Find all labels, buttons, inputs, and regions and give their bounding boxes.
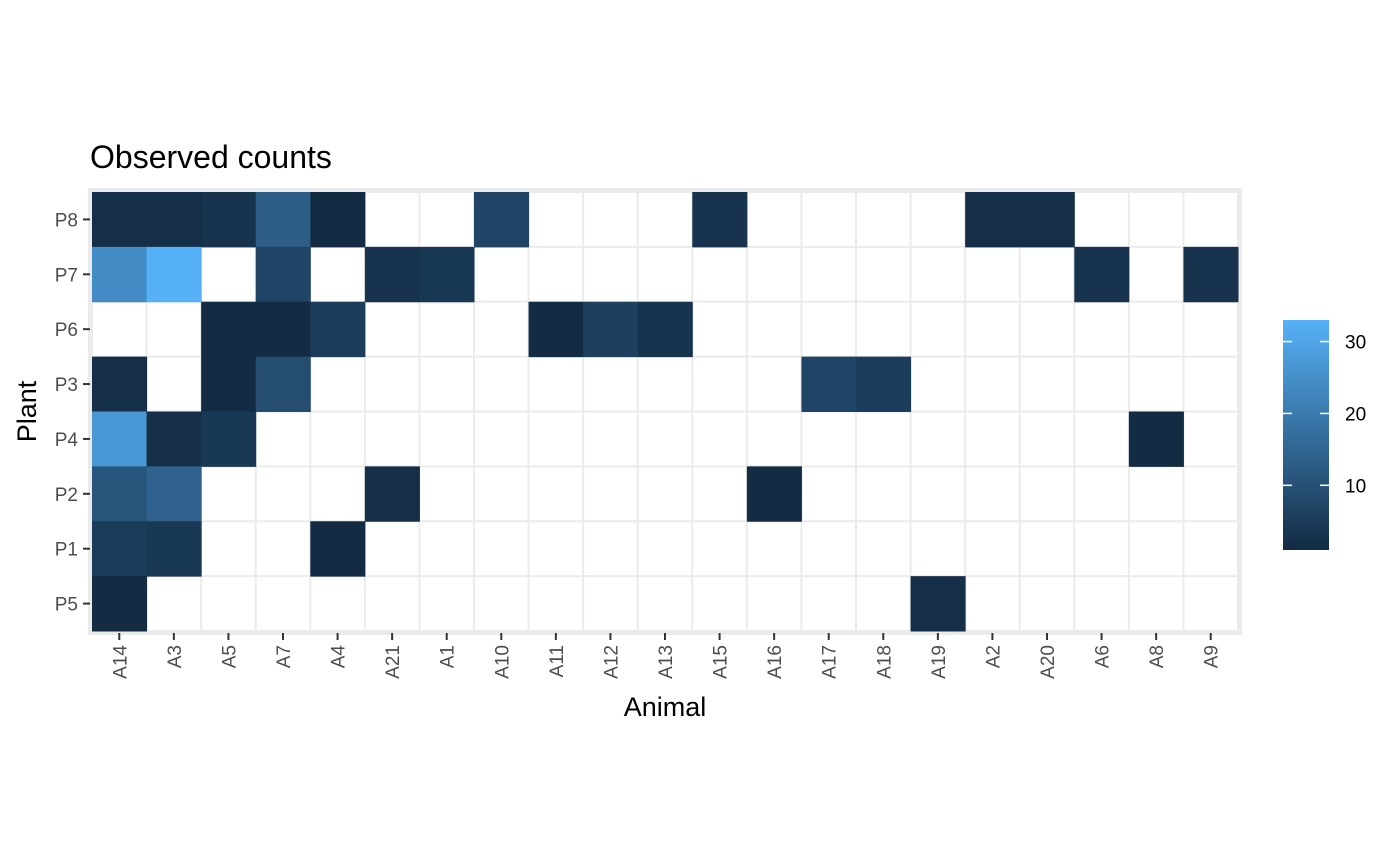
y-axis: P8 P7 P6 P3 P4 P2 P1 P5 — [55, 210, 90, 616]
x-tick-label: A5 — [219, 645, 240, 668]
x-tick-label: A6 — [1093, 645, 1114, 668]
color-legend: 10 20 30 — [1283, 320, 1366, 550]
x-tick-label: A7 — [274, 645, 295, 668]
x-tick-label: A1 — [438, 645, 459, 668]
x-tick-label: A3 — [165, 645, 186, 668]
heatmap-cell — [474, 192, 530, 248]
heatmap-cell — [364, 466, 420, 522]
heatmap-cell — [146, 246, 202, 303]
heatmap-cell — [255, 356, 311, 412]
heatmap-cell — [910, 576, 966, 632]
y-tick-label: P4 — [55, 430, 79, 451]
heatmap-cell — [1019, 192, 1075, 248]
x-tick-label: A19 — [929, 645, 950, 679]
heatmap-cell — [310, 301, 366, 358]
colorbar-label: 20 — [1345, 404, 1366, 425]
x-tick-label: A21 — [383, 645, 404, 679]
heatmap-cell — [637, 301, 693, 358]
heatmap-cell — [92, 521, 148, 577]
y-tick-label: P6 — [55, 320, 78, 341]
heatmap-cell — [692, 192, 748, 248]
heatmap-cell — [201, 192, 257, 248]
heatmap-cell — [201, 356, 257, 412]
heatmap-cell — [856, 356, 912, 412]
x-tick-label: A12 — [601, 645, 622, 679]
heatmap-cell — [92, 192, 148, 248]
x-tick-label: A20 — [1038, 645, 1059, 679]
heatmap-cell — [146, 192, 202, 248]
heatmap-cell — [201, 301, 257, 358]
heatmap-cell — [92, 411, 148, 467]
heatmap-cell — [92, 576, 148, 632]
y-tick-label: P2 — [55, 485, 78, 506]
heatmap-cell — [965, 192, 1021, 248]
heatmap-cell — [310, 521, 366, 577]
y-tick-label: P3 — [55, 375, 78, 396]
y-tick-label: P1 — [55, 540, 78, 561]
x-tick-label: A4 — [329, 645, 350, 669]
heatmap-cell — [1074, 246, 1130, 303]
heatmap-cell — [146, 466, 202, 522]
heatmap-cell — [92, 246, 148, 303]
x-tick-label: A11 — [547, 645, 568, 677]
heatmap-cell — [92, 356, 148, 412]
heatmap-cell — [528, 301, 584, 358]
heatmap-cell — [255, 301, 311, 358]
heatmap-cell — [201, 411, 257, 467]
y-axis-title: Plant — [12, 380, 42, 442]
y-tick-label: P7 — [55, 265, 78, 286]
x-tick-label: A15 — [711, 645, 732, 679]
heatmap-cell — [310, 192, 366, 248]
x-tick-label: A9 — [1202, 645, 1223, 668]
y-tick-label: P8 — [55, 210, 78, 231]
x-tick-label: A14 — [110, 645, 131, 679]
heatmap-cell — [92, 466, 148, 522]
heatmap-cell — [364, 246, 420, 303]
x-tick-label: A16 — [765, 645, 786, 679]
heatmap-cell — [146, 411, 202, 467]
x-tick-label: A8 — [1147, 645, 1168, 668]
x-axis-title: Animal — [624, 692, 707, 722]
x-axis: A14 A3 A5 A7 A4 A21 A1 A10 A11 A12 A13 A15 A16 A17 A18… — [110, 633, 1223, 679]
x-tick-label: A17 — [820, 645, 841, 679]
heatmap-cell — [801, 356, 857, 412]
heatmap-cell — [255, 192, 311, 248]
heatmap-cell — [583, 301, 639, 358]
x-tick-label: A13 — [656, 645, 677, 679]
heatmap-cells — [92, 192, 1239, 632]
x-tick-label: A10 — [492, 645, 513, 679]
colorbar-label: 10 — [1345, 476, 1366, 497]
colorbar-label: 30 — [1345, 333, 1366, 354]
heatmap-cell — [255, 246, 311, 303]
heatmap-cell — [419, 246, 475, 303]
y-tick-label: P5 — [55, 595, 78, 616]
heatmap-cell — [1183, 246, 1239, 303]
x-tick-label: A2 — [983, 645, 1004, 668]
heatmap-cell — [1128, 411, 1184, 467]
x-tick-label: A18 — [874, 645, 895, 679]
heatmap-cell — [146, 521, 202, 577]
colorbar — [1283, 320, 1329, 550]
heatmap-cell — [746, 466, 802, 522]
chart-title: Observed counts — [90, 139, 332, 175]
